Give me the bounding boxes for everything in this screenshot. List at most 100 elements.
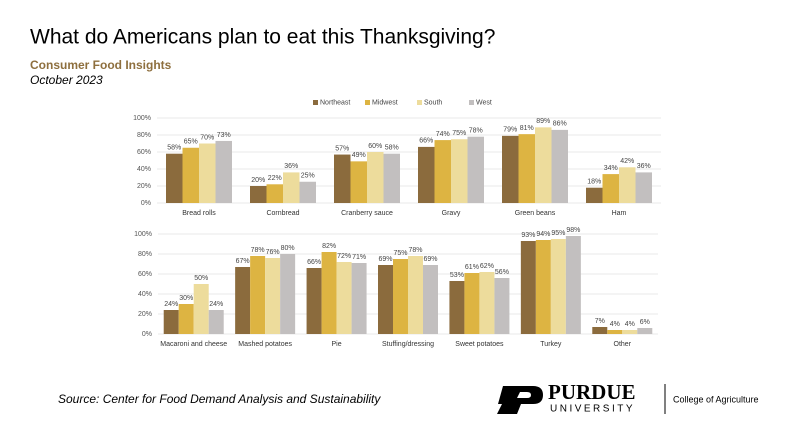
value-label: 50% bbox=[194, 275, 208, 282]
bar bbox=[250, 256, 266, 334]
bar bbox=[299, 181, 316, 203]
bar bbox=[334, 154, 351, 203]
bar bbox=[518, 134, 535, 203]
value-label: 95% bbox=[551, 230, 565, 237]
logo-name: PURDUE bbox=[548, 380, 636, 404]
x-tick-label: Macaroni and cheese bbox=[160, 341, 227, 348]
y-tick-label: 100% bbox=[133, 115, 151, 122]
source: Source: Center for Food Demand Analysis … bbox=[58, 392, 381, 406]
x-tick-label: Sweet potatoes bbox=[455, 341, 504, 348]
bar bbox=[280, 254, 296, 334]
bar bbox=[586, 187, 603, 203]
legend-label: West bbox=[476, 99, 492, 106]
college: College of Agriculture bbox=[673, 394, 759, 404]
value-label: 30% bbox=[179, 295, 193, 302]
bar bbox=[467, 136, 484, 203]
value-label: 79% bbox=[503, 127, 517, 134]
logo: PURDUE UNIVERSITY College of Agriculture bbox=[497, 380, 759, 415]
bar bbox=[283, 172, 300, 203]
value-label: 78% bbox=[469, 128, 483, 135]
legend-label: Midwest bbox=[372, 99, 398, 106]
value-label: 18% bbox=[587, 179, 601, 186]
value-label: 57% bbox=[335, 145, 349, 152]
page-title: What do Americans plan to eat this Thank… bbox=[30, 26, 495, 49]
value-label: 24% bbox=[164, 301, 178, 308]
y-tick-label: 80% bbox=[138, 251, 152, 258]
value-label: 61% bbox=[465, 264, 479, 271]
value-label: 36% bbox=[284, 163, 298, 170]
bar bbox=[199, 143, 216, 203]
bar bbox=[166, 153, 183, 203]
bar bbox=[592, 327, 608, 334]
value-label: 60% bbox=[368, 143, 382, 150]
x-tick-label: Pie bbox=[332, 341, 342, 348]
value-label: 82% bbox=[322, 243, 336, 250]
x-tick-label: Other bbox=[614, 341, 632, 348]
logo-mark bbox=[497, 386, 543, 414]
bar bbox=[434, 140, 451, 203]
bar bbox=[235, 267, 251, 334]
bar bbox=[551, 129, 568, 203]
bar bbox=[306, 268, 322, 334]
bar bbox=[378, 265, 393, 334]
value-label: 4% bbox=[610, 321, 620, 328]
value-label: 56% bbox=[495, 269, 509, 276]
value-label: 49% bbox=[352, 152, 366, 159]
bar bbox=[215, 140, 232, 203]
value-label: 75% bbox=[452, 130, 466, 137]
bar bbox=[250, 186, 267, 203]
value-label: 34% bbox=[604, 165, 618, 172]
value-label: 75% bbox=[393, 250, 407, 257]
y-tick-label: 60% bbox=[138, 271, 152, 278]
value-label: 66% bbox=[307, 259, 321, 266]
bar bbox=[535, 127, 552, 203]
bar bbox=[265, 258, 281, 334]
value-label: 25% bbox=[301, 173, 315, 180]
bar bbox=[449, 281, 465, 334]
bar bbox=[423, 265, 438, 334]
value-label: 71% bbox=[352, 254, 366, 261]
legend-swatch bbox=[365, 100, 370, 105]
y-tick-label: 20% bbox=[138, 311, 152, 318]
value-label: 7% bbox=[595, 318, 605, 325]
value-label: 94% bbox=[536, 231, 550, 238]
value-label: 24% bbox=[209, 301, 223, 308]
value-label: 20% bbox=[251, 177, 265, 184]
bar bbox=[393, 259, 408, 334]
legend-label: South bbox=[424, 99, 442, 106]
bar bbox=[163, 310, 179, 334]
value-label: 36% bbox=[637, 163, 651, 170]
x-tick-label: Cranberry sauce bbox=[341, 210, 393, 217]
bar bbox=[494, 278, 510, 334]
bar bbox=[336, 262, 352, 334]
legend-swatch bbox=[469, 100, 474, 105]
value-label: 78% bbox=[408, 247, 422, 254]
y-tick-label: 0% bbox=[141, 200, 151, 207]
value-label: 53% bbox=[450, 272, 464, 279]
x-tick-label: Stuffing/dressing bbox=[382, 341, 434, 348]
value-label: 81% bbox=[520, 125, 534, 132]
bar bbox=[266, 184, 283, 203]
x-tick-label: Cornbread bbox=[266, 210, 299, 217]
value-label: 4% bbox=[625, 321, 635, 328]
legend-label: Northeast bbox=[320, 99, 350, 106]
value-label: 70% bbox=[200, 134, 214, 141]
bar bbox=[418, 146, 435, 203]
bar bbox=[550, 239, 566, 334]
bar bbox=[208, 310, 224, 334]
bar bbox=[178, 304, 194, 334]
x-tick-label: Turkey bbox=[540, 341, 562, 348]
value-label: 6% bbox=[640, 319, 650, 326]
bar bbox=[193, 284, 209, 334]
date: October 2023 bbox=[30, 73, 103, 87]
bar bbox=[451, 139, 468, 203]
bar bbox=[383, 153, 400, 203]
bar bbox=[535, 240, 551, 334]
value-label: 58% bbox=[167, 145, 181, 152]
y-tick-label: 60% bbox=[137, 149, 151, 156]
value-label: 86% bbox=[553, 121, 567, 128]
y-tick-label: 20% bbox=[137, 183, 151, 190]
value-label: 69% bbox=[378, 256, 392, 263]
bar bbox=[602, 174, 619, 203]
